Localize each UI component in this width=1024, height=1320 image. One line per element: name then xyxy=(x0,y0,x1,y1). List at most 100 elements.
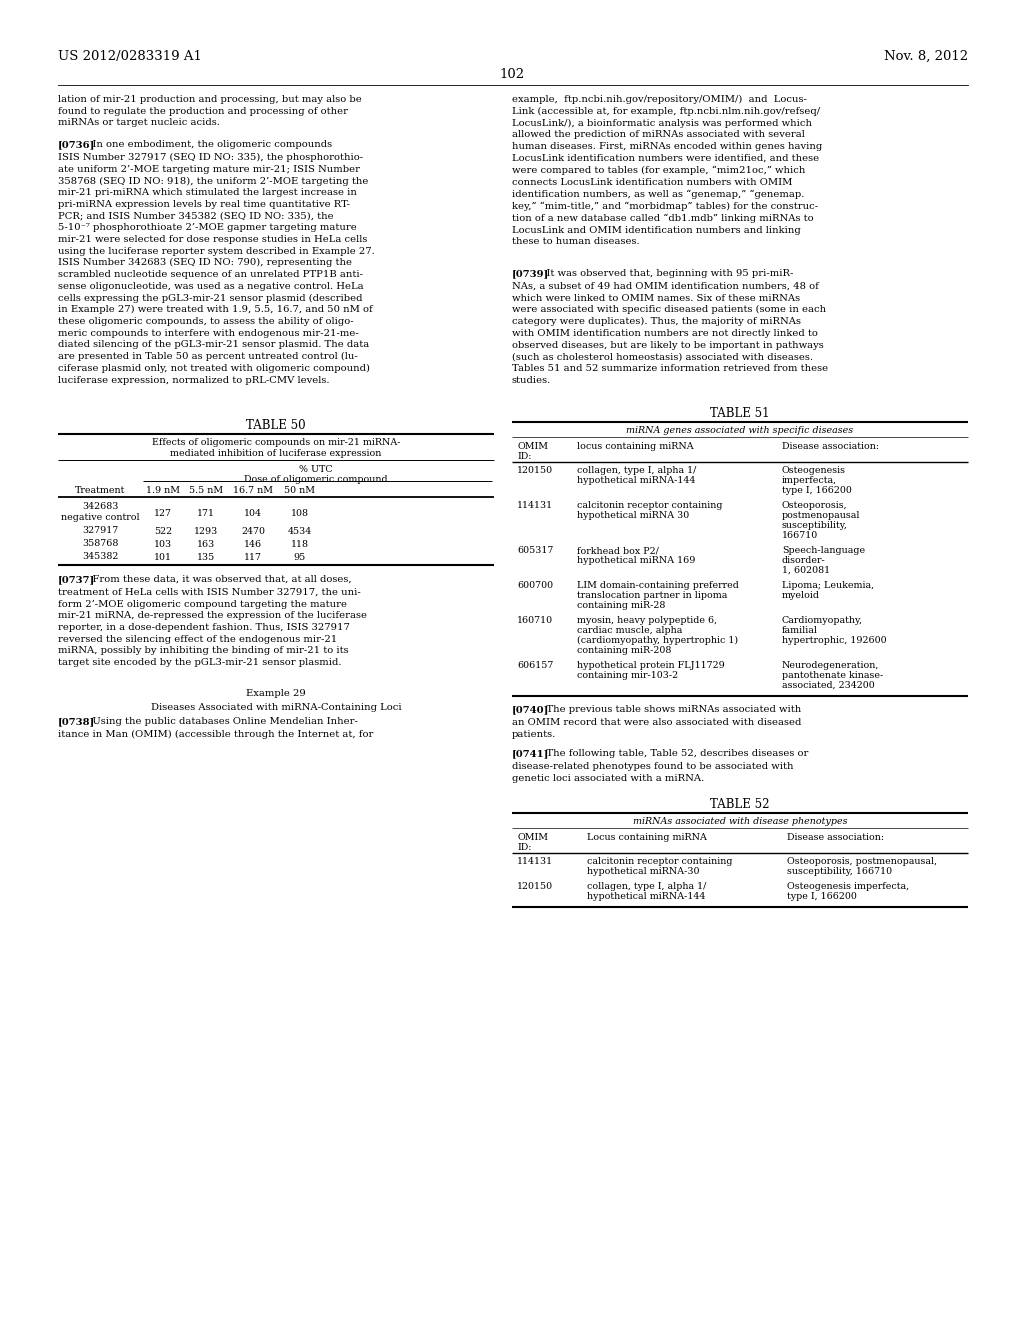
Text: 108: 108 xyxy=(291,508,309,517)
Text: 606157: 606157 xyxy=(517,661,553,671)
Text: pantothenate kinase-: pantothenate kinase- xyxy=(782,671,884,680)
Text: Osteoporosis,: Osteoporosis, xyxy=(782,502,848,510)
Text: imperfecta,: imperfecta, xyxy=(782,477,838,484)
Text: [0737]: [0737] xyxy=(58,576,95,583)
Text: 2470: 2470 xyxy=(241,527,265,536)
Text: forkhead box P2/: forkhead box P2/ xyxy=(577,546,658,554)
Text: containing miR-28: containing miR-28 xyxy=(577,601,666,610)
Text: 146: 146 xyxy=(244,540,262,549)
Text: lation of mir-21 production and processing, but may also be
found to regulate th: lation of mir-21 production and processi… xyxy=(58,95,361,127)
Text: NAs, a subset of 49 had OMIM identification numbers, 48 of
which were linked to : NAs, a subset of 49 had OMIM identificat… xyxy=(512,282,828,384)
Text: Example 29: Example 29 xyxy=(246,689,306,698)
Text: example,  ftp.ncbi.nih.gov/repository/OMIM/)  and  Locus-
Link (accessible at, f: example, ftp.ncbi.nih.gov/repository/OMI… xyxy=(512,95,822,247)
Text: type I, 166200: type I, 166200 xyxy=(787,892,857,902)
Text: itance in Man (OMIM) (accessible through the Internet at, for: itance in Man (OMIM) (accessible through… xyxy=(58,730,374,739)
Text: containing mir-103-2: containing mir-103-2 xyxy=(577,671,678,680)
Text: Locus containing miRNA: Locus containing miRNA xyxy=(587,833,707,842)
Text: In one embodiment, the oligomeric compounds: In one embodiment, the oligomeric compou… xyxy=(83,140,332,149)
Text: LIM domain-containing preferred: LIM domain-containing preferred xyxy=(577,581,739,590)
Text: miRNA genes associated with specific diseases: miRNA genes associated with specific dis… xyxy=(627,426,854,436)
Text: 1293: 1293 xyxy=(194,527,218,536)
Text: The previous table shows miRNAs associated with: The previous table shows miRNAs associat… xyxy=(537,705,801,714)
Text: (cardiomyopathy, hypertrophic 1): (cardiomyopathy, hypertrophic 1) xyxy=(577,636,738,645)
Text: 102: 102 xyxy=(500,69,524,81)
Text: 163: 163 xyxy=(197,540,215,549)
Text: From these data, it was observed that, at all doses,: From these data, it was observed that, a… xyxy=(83,576,351,583)
Text: 605317: 605317 xyxy=(517,546,553,554)
Text: TABLE 52: TABLE 52 xyxy=(711,799,770,810)
Text: OMIM: OMIM xyxy=(517,833,548,842)
Text: Cardiomyopathy,: Cardiomyopathy, xyxy=(782,616,863,624)
Text: Diseases Associated with miRNA-Containing Loci: Diseases Associated with miRNA-Containin… xyxy=(151,704,401,711)
Text: Using the public databases Online Mendelian Inher-: Using the public databases Online Mendel… xyxy=(83,717,357,726)
Text: Disease association:: Disease association: xyxy=(787,833,884,842)
Text: US 2012/0283319 A1: US 2012/0283319 A1 xyxy=(58,50,202,63)
Text: ID:: ID: xyxy=(517,451,531,461)
Text: hypertrophic, 192600: hypertrophic, 192600 xyxy=(782,636,887,645)
Text: [0736]: [0736] xyxy=(58,140,95,149)
Text: 127: 127 xyxy=(154,508,172,517)
Text: hypothetical miRNA 169: hypothetical miRNA 169 xyxy=(577,556,695,565)
Text: Osteoporosis, postmenopausal,: Osteoporosis, postmenopausal, xyxy=(787,857,937,866)
Text: 345382: 345382 xyxy=(82,552,118,561)
Text: 327917: 327917 xyxy=(82,525,118,535)
Text: myosin, heavy polypeptide 6,: myosin, heavy polypeptide 6, xyxy=(577,616,717,624)
Text: 120150: 120150 xyxy=(517,882,553,891)
Text: [0739]: [0739] xyxy=(512,269,549,279)
Text: Disease association:: Disease association: xyxy=(782,442,880,451)
Text: negative control: negative control xyxy=(60,513,139,521)
Text: 114131: 114131 xyxy=(517,857,553,866)
Text: 1.9 nM: 1.9 nM xyxy=(146,486,180,495)
Text: calcitonin receptor containing: calcitonin receptor containing xyxy=(577,502,723,510)
Text: 600700: 600700 xyxy=(517,581,553,590)
Text: Osteogenesis imperfecta,: Osteogenesis imperfecta, xyxy=(787,882,909,891)
Text: 118: 118 xyxy=(291,540,309,549)
Text: mediated inhibition of luciferase expression: mediated inhibition of luciferase expres… xyxy=(170,449,382,458)
Text: locus containing miRNA: locus containing miRNA xyxy=(577,442,693,451)
Text: treatment of HeLa cells with ISIS Number 327917, the uni-
form 2’-MOE oligomeric: treatment of HeLa cells with ISIS Number… xyxy=(58,587,367,667)
Text: 50 nM: 50 nM xyxy=(285,486,315,495)
Text: OMIM: OMIM xyxy=(517,442,548,451)
Text: disease-related phenotypes found to be associated with
genetic loci associated w: disease-related phenotypes found to be a… xyxy=(512,762,794,783)
Text: It was observed that, beginning with 95 pri-miR-: It was observed that, beginning with 95 … xyxy=(537,269,794,279)
Text: containing miR-208: containing miR-208 xyxy=(577,645,672,655)
Text: Neurodegeneration,: Neurodegeneration, xyxy=(782,661,880,671)
Text: hypothetical miRNA-144: hypothetical miRNA-144 xyxy=(577,477,695,484)
Text: hypothetical miRNA 30: hypothetical miRNA 30 xyxy=(577,511,689,520)
Text: collagen, type I, alpha 1/: collagen, type I, alpha 1/ xyxy=(587,882,707,891)
Text: Nov. 8, 2012: Nov. 8, 2012 xyxy=(884,50,968,63)
Text: 117: 117 xyxy=(244,553,262,562)
Text: [0740]: [0740] xyxy=(512,705,549,714)
Text: 160710: 160710 xyxy=(517,616,553,624)
Text: [0741]: [0741] xyxy=(512,748,549,758)
Text: ID:: ID: xyxy=(517,843,531,851)
Text: 114131: 114131 xyxy=(517,502,553,510)
Text: postmenopausal: postmenopausal xyxy=(782,511,860,520)
Text: The following table, Table 52, describes diseases or: The following table, Table 52, describes… xyxy=(537,748,808,758)
Text: familial: familial xyxy=(782,626,818,635)
Text: Effects of oligomeric compounds on mir-21 miRNA-: Effects of oligomeric compounds on mir-2… xyxy=(152,438,400,447)
Text: 342683: 342683 xyxy=(82,502,118,511)
Text: 95: 95 xyxy=(294,553,306,562)
Text: cardiac muscle, alpha: cardiac muscle, alpha xyxy=(577,626,682,635)
Text: 135: 135 xyxy=(197,553,215,562)
Text: 358768: 358768 xyxy=(82,539,118,548)
Text: TABLE 50: TABLE 50 xyxy=(246,418,306,432)
Text: TABLE 51: TABLE 51 xyxy=(711,407,770,420)
Text: susceptibility, 166710: susceptibility, 166710 xyxy=(787,867,892,876)
Text: 120150: 120150 xyxy=(517,466,553,475)
Text: disorder-: disorder- xyxy=(782,556,825,565)
Text: collagen, type I, alpha 1/: collagen, type I, alpha 1/ xyxy=(577,466,696,475)
Text: miRNAs associated with disease phenotypes: miRNAs associated with disease phenotype… xyxy=(633,817,847,826)
Text: 166710: 166710 xyxy=(782,531,818,540)
Text: Treatment: Treatment xyxy=(75,486,125,495)
Text: calcitonin receptor containing: calcitonin receptor containing xyxy=(587,857,732,866)
Text: translocation partner in lipoma: translocation partner in lipoma xyxy=(577,591,727,601)
Text: Speech-language: Speech-language xyxy=(782,546,865,554)
Text: 5.5 nM: 5.5 nM xyxy=(189,486,223,495)
Text: 104: 104 xyxy=(244,508,262,517)
Text: % UTC: % UTC xyxy=(299,465,333,474)
Text: hypothetical miRNA-30: hypothetical miRNA-30 xyxy=(587,867,699,876)
Text: [0738]: [0738] xyxy=(58,717,95,726)
Text: 4534: 4534 xyxy=(288,527,312,536)
